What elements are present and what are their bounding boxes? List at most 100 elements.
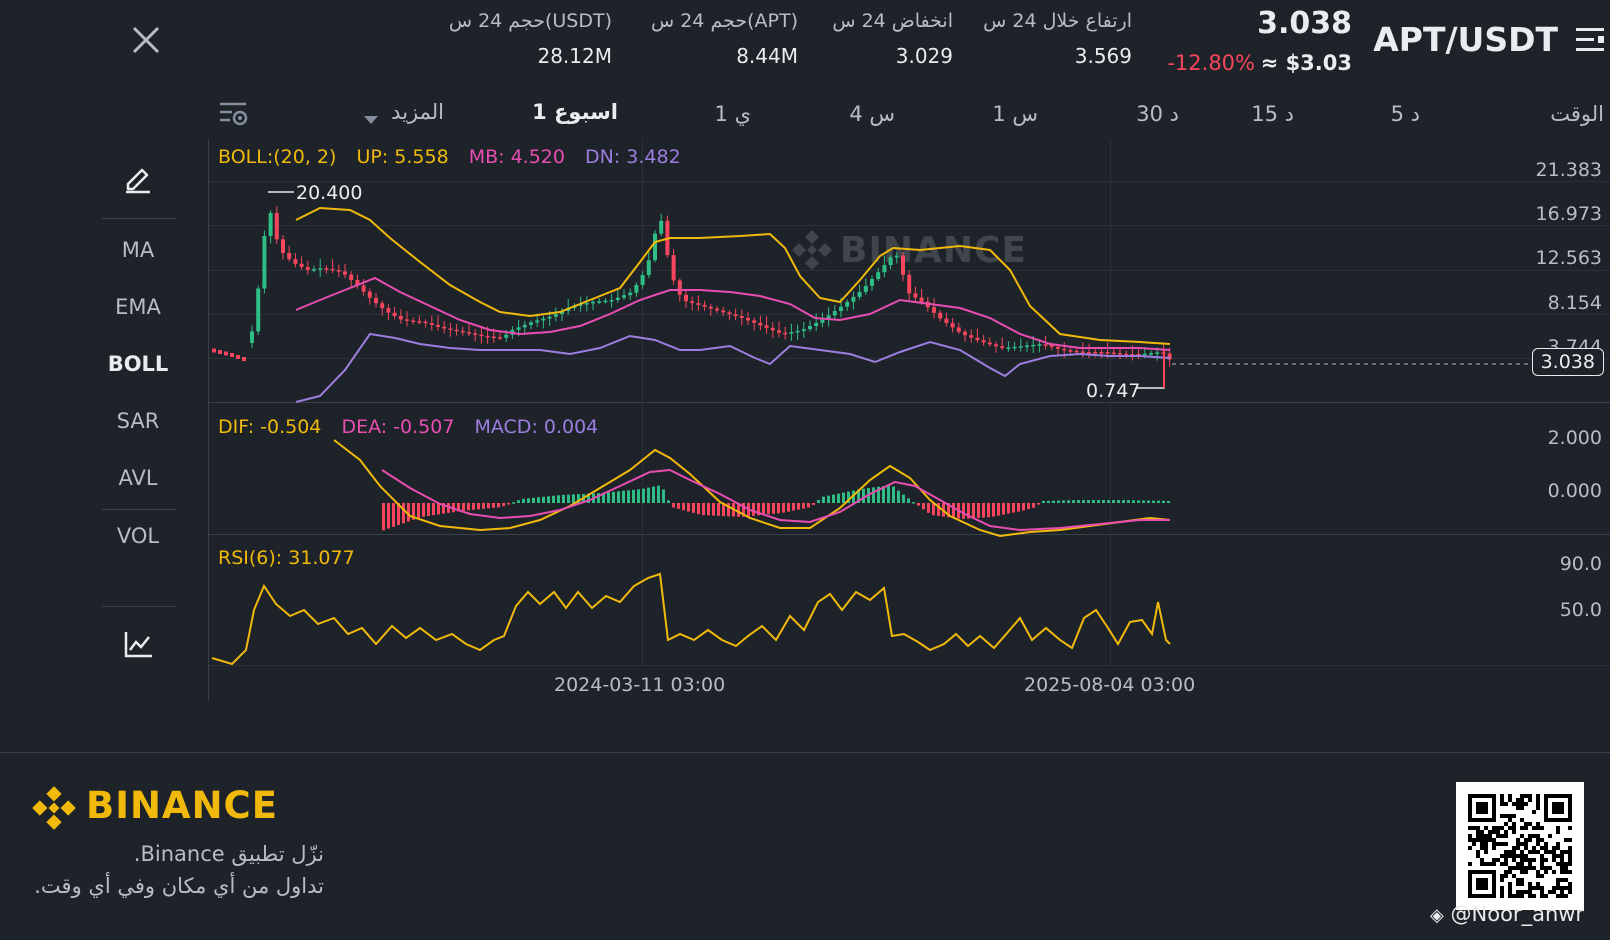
candle-body <box>212 348 216 353</box>
indicator-sar[interactable]: SAR <box>116 409 160 433</box>
interval-15m[interactable]: 15 د <box>1251 102 1294 126</box>
qr-module <box>1492 846 1496 850</box>
qr-module <box>1500 890 1504 894</box>
menu-icon[interactable] <box>1574 24 1606 56</box>
macd-bar <box>532 497 535 503</box>
macd-bar <box>807 503 810 508</box>
qr-module <box>1468 834 1472 838</box>
qr-module <box>1536 886 1540 890</box>
macd-bar <box>407 503 410 522</box>
interval-30m[interactable]: 30 د <box>1136 102 1179 126</box>
candle-body <box>454 329 459 332</box>
candle-body <box>1111 352 1116 355</box>
candle-body <box>591 301 595 304</box>
qr-module <box>1520 818 1524 822</box>
candle-body <box>752 320 757 323</box>
qr-module <box>1504 874 1508 878</box>
qr-module <box>1548 866 1552 870</box>
qr-module <box>1516 838 1520 842</box>
macd-bar <box>937 503 940 516</box>
macd-bar <box>777 503 780 514</box>
interval-4h[interactable]: 4 س <box>849 102 895 126</box>
macd-bar <box>612 491 615 503</box>
change-percent: -12.80% <box>1167 51 1255 75</box>
interval-5m[interactable]: 5 د <box>1390 102 1420 126</box>
candle-body <box>1099 352 1104 354</box>
candle-body <box>473 333 478 335</box>
qr-module <box>1528 866 1532 870</box>
indicator-avl[interactable]: AVL <box>118 466 158 490</box>
qr-module <box>1536 870 1540 874</box>
candle-body <box>1062 348 1067 351</box>
macd-bar <box>1132 500 1135 503</box>
stat-low-value: 3.029 <box>895 44 953 68</box>
interval-1d[interactable]: 1 ي <box>714 102 751 126</box>
candle-body <box>1000 346 1005 348</box>
qr-module <box>1520 842 1524 846</box>
interval-1w[interactable]: 1 اسبوع <box>532 100 618 124</box>
chevron-down-icon[interactable] <box>363 110 379 129</box>
macd-bar <box>727 503 730 517</box>
qr-module <box>1496 858 1500 862</box>
qr-module <box>1508 850 1512 854</box>
macd-tick: 2.000 <box>1547 427 1602 449</box>
rsi-tick: 50.0 <box>1559 599 1602 621</box>
candle-body <box>708 306 713 309</box>
boll-params: BOLL:(20, 2) <box>218 146 337 168</box>
candle-body <box>801 329 806 331</box>
qr-module <box>1528 822 1532 826</box>
qr-module <box>1520 806 1524 810</box>
macd-bar <box>387 503 390 529</box>
qr-module <box>1568 850 1572 854</box>
draw-tool-icon[interactable] <box>122 162 154 198</box>
qr-module <box>1532 866 1536 870</box>
date-tick: 2025-08-04 03:00 <box>1024 674 1196 696</box>
candle-body <box>1105 352 1110 354</box>
macd-bar <box>482 503 485 509</box>
macd-bar <box>822 496 825 503</box>
candle-body <box>808 326 812 330</box>
macd-bar <box>757 503 760 516</box>
indicator-chart-icon[interactable] <box>122 628 154 664</box>
qr-module <box>1476 850 1480 854</box>
qr-module <box>1468 838 1472 842</box>
qr-module <box>1508 854 1512 858</box>
qr-module <box>1560 854 1564 858</box>
stat-vol-quote-label: حجم 24 س(USDT) <box>448 10 612 32</box>
qr-module <box>1480 858 1484 862</box>
indicator-ema[interactable]: EMA <box>115 295 161 319</box>
close-icon[interactable] <box>130 24 162 56</box>
candle-body <box>994 344 998 347</box>
qr-module <box>1532 886 1536 890</box>
candle-body <box>789 332 794 334</box>
chart-settings-icon[interactable] <box>218 98 250 134</box>
macd-bar <box>647 487 650 503</box>
indicator-boll[interactable]: BOLL <box>107 352 169 376</box>
qr-module <box>1504 834 1508 838</box>
candle-body <box>783 332 788 335</box>
candle-body <box>1155 352 1160 354</box>
interval-time[interactable]: الوقت <box>1550 102 1604 126</box>
candle-body <box>950 323 955 328</box>
qr-module <box>1500 874 1504 878</box>
qr-module <box>1468 846 1472 850</box>
pair-title[interactable]: APT/USDT <box>1373 20 1558 59</box>
macd-bar <box>837 493 840 503</box>
candle-body <box>777 330 781 333</box>
candle-body <box>956 327 961 332</box>
macd-bar <box>742 503 745 517</box>
indicator-ma[interactable]: MA <box>121 238 155 262</box>
qr-code[interactable] <box>1456 782 1584 910</box>
interval-more[interactable]: المزيد <box>391 100 444 124</box>
macd-bar <box>397 503 400 526</box>
macd-bar <box>872 487 875 503</box>
interval-1h[interactable]: 1 س <box>992 102 1038 126</box>
qr-module <box>1560 870 1564 874</box>
candle-body <box>987 342 992 345</box>
macd-bar <box>682 503 685 511</box>
macd-bar <box>902 494 905 503</box>
macd-bar <box>1167 500 1170 503</box>
candle-body <box>609 300 614 302</box>
indicator-vol[interactable]: VOL <box>116 524 160 548</box>
qr-module <box>1564 862 1568 866</box>
